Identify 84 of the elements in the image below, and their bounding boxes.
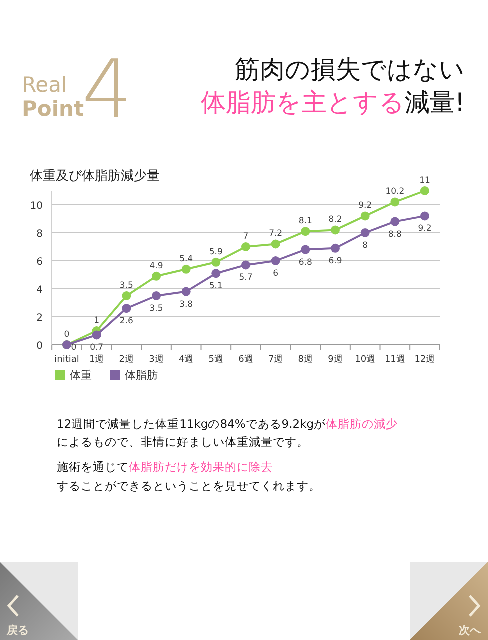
data-label: 0 <box>64 330 70 340</box>
point <box>182 287 191 296</box>
point <box>301 245 310 254</box>
point <box>212 269 221 278</box>
data-label: 3.5 <box>120 281 134 291</box>
text: することができるということを見せてくれます。 <box>57 479 321 493</box>
point <box>242 260 250 270</box>
point <box>360 228 370 238</box>
point <box>212 258 221 267</box>
text: 体脂肪を主とする <box>200 88 405 117</box>
x-tick-label: 5週 <box>208 354 224 365</box>
point <box>242 242 250 252</box>
point <box>152 292 161 300</box>
point <box>92 330 102 340</box>
point <box>331 244 340 253</box>
data-label: 8.2 <box>328 215 342 226</box>
data-label: 10.2 <box>386 187 405 198</box>
y-tick-label: 6 <box>36 257 43 268</box>
data-label: 2.6 <box>120 316 134 327</box>
text: 体脂肪の減少 <box>326 417 398 431</box>
data-label: 0 <box>71 343 77 353</box>
x-tick-label: 12週 <box>414 354 436 365</box>
x-tick-label: 2週 <box>119 354 134 365</box>
legend-label: 体重 <box>70 369 92 382</box>
text: によるもので、非情に好ましい体重減量です。 <box>57 435 309 449</box>
legend-label: 体脂肪 <box>125 369 158 382</box>
x-tick-label: 9週 <box>328 354 343 365</box>
point <box>331 226 340 235</box>
text: 12週間で減量した体重11kgの84%である9.2kgが <box>57 417 328 431</box>
point <box>122 304 132 314</box>
data-label: 6.9 <box>328 256 342 266</box>
text: 筋肉の損失ではない <box>235 55 465 84</box>
data-label: 6.8 <box>298 258 312 268</box>
x-tick-label: 10週 <box>355 354 376 365</box>
point <box>390 198 400 207</box>
data-label: 3.5 <box>150 304 164 314</box>
data-label: 6 <box>273 269 279 279</box>
point <box>301 227 310 236</box>
text: Real <box>22 73 68 97</box>
data-label: 9.2 <box>418 224 432 234</box>
x-tick-label: 1週 <box>89 354 104 365</box>
data-label: 4.9 <box>150 261 164 272</box>
data-label: 3.8 <box>180 300 194 310</box>
text: 戻る <box>6 624 29 637</box>
x-tick-label: 4週 <box>178 354 194 365</box>
data-label: 5.4 <box>180 254 194 264</box>
data-label: 5.1 <box>209 282 223 292</box>
x-tick-label: 8週 <box>298 354 314 365</box>
point <box>420 212 430 221</box>
text: 減量! <box>404 88 465 117</box>
text: Point <box>22 97 84 121</box>
data-label: 5.9 <box>209 247 223 258</box>
text: 体脂肪だけを効果的に除去 <box>129 460 273 474</box>
y-tick-label: 2 <box>36 313 43 324</box>
data-label: 11 <box>420 176 430 186</box>
data-label: 8.1 <box>298 216 312 227</box>
data-label: 1 <box>94 316 100 326</box>
text: 次へ <box>459 624 482 637</box>
data-label: 0.7 <box>90 343 104 354</box>
point <box>271 240 280 249</box>
point <box>182 264 191 274</box>
point <box>390 217 400 226</box>
point <box>122 292 132 300</box>
text: 施術を通じて <box>57 460 129 474</box>
y-tick-label: 4 <box>36 285 43 296</box>
data-label: 8 <box>362 241 368 251</box>
y-tick-label: 8 <box>36 229 43 240</box>
point <box>152 272 161 281</box>
y-tick-label: 10 <box>30 201 43 212</box>
x-tick-label: 7週 <box>268 354 284 365</box>
x-tick-label: 6週 <box>238 354 254 365</box>
point <box>271 256 280 266</box>
x-tick-label: initial <box>54 355 80 365</box>
chart-title: 体重及び体脂肪減少量 <box>30 169 160 184</box>
point <box>420 186 430 196</box>
data-label: 7.2 <box>269 229 283 240</box>
point <box>360 212 370 221</box>
x-tick-label: 3週 <box>149 354 164 365</box>
data-label: 8.8 <box>388 230 402 240</box>
data-label: 9.2 <box>358 201 372 212</box>
x-tick-label: 11週 <box>384 354 406 365</box>
data-label: 7 <box>243 232 249 242</box>
y-tick-label: 0 <box>36 341 43 352</box>
data-label: 5.7 <box>239 273 253 284</box>
